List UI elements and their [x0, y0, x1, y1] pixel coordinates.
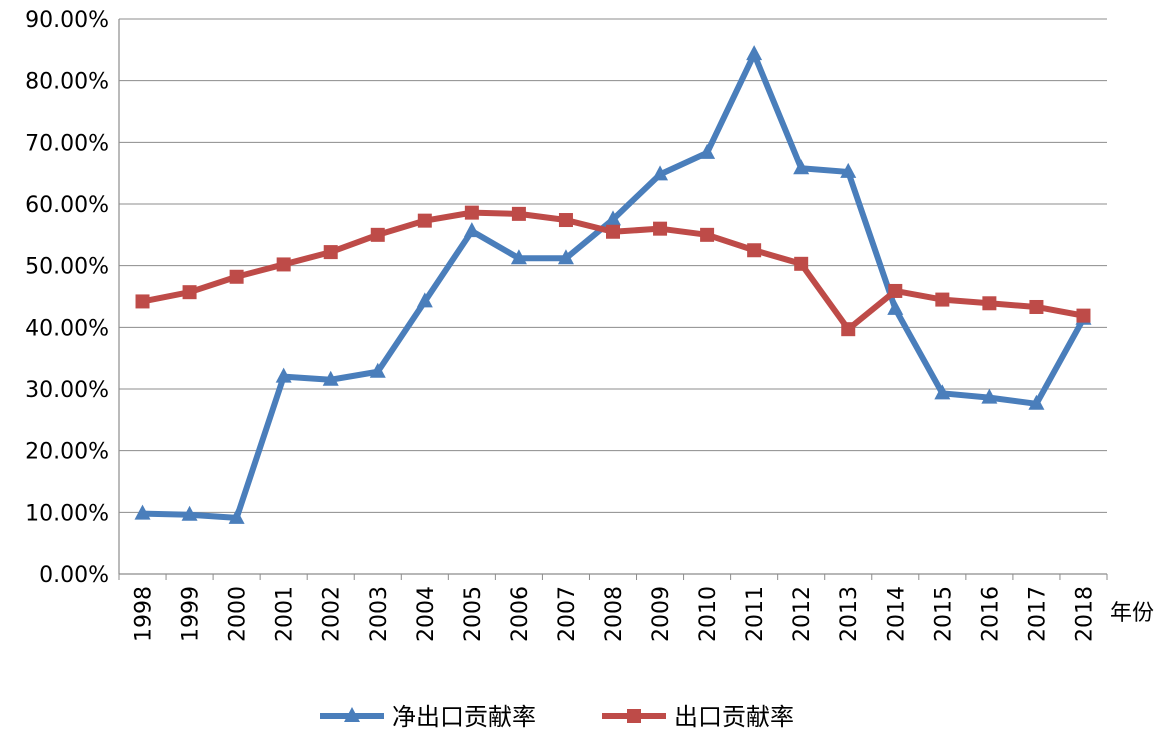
x-tick-label: 2002 [320, 586, 345, 642]
data-point [275, 367, 292, 383]
data-point [935, 292, 950, 307]
data-point [888, 283, 903, 298]
data-point [1076, 308, 1091, 323]
legend-label: 净出口贡献率 [392, 703, 536, 731]
x-tick-label: 1998 [132, 586, 157, 642]
axes [118, 19, 1108, 580]
y-tick-label: 60.00% [25, 193, 109, 218]
series-1 [135, 205, 1091, 337]
data-point [794, 256, 809, 271]
data-point [605, 210, 621, 226]
y-tick-label: 30.00% [25, 378, 109, 403]
data-point [135, 294, 150, 309]
data-point [606, 224, 620, 239]
y-tick-label: 10.00% [25, 501, 109, 526]
x-axis-ticks: 1998 1999 2000 2001 2002 2003 2004 2005 2006 2007… [132, 586, 1098, 642]
data-point [746, 45, 763, 61]
y-axis-ticks: 0.00% 10.00% 20.00% 30.00% 40.00% 50.00% 60.00… [25, 8, 109, 588]
x-axis-unit-label: 年份 [1110, 601, 1154, 626]
x-tick-label: 2003 [367, 586, 392, 642]
data-point [228, 508, 245, 524]
data-point [323, 245, 338, 260]
data-point [887, 299, 904, 315]
legend: 净出口贡献率 出口贡献率 [320, 703, 794, 731]
x-tick-label: 2013 [837, 586, 862, 642]
data-point [369, 362, 386, 378]
x-tick-label: 2001 [273, 586, 298, 642]
data-point [464, 205, 479, 220]
data-point [700, 227, 715, 242]
data-point [982, 296, 997, 311]
x-tick-label: 2000 [226, 586, 251, 642]
data-point [322, 370, 339, 386]
x-tick-label: 2007 [555, 586, 580, 642]
x-tick-label: 2014 [884, 586, 909, 642]
data-point [1029, 299, 1044, 314]
x-tick-label: 2012 [790, 586, 815, 642]
data-point [416, 292, 433, 308]
y-tick-label: 90.00% [25, 8, 109, 33]
x-tick-label: 2006 [508, 586, 533, 642]
data-point [557, 249, 574, 265]
legend-label: 出口贡献率 [674, 703, 794, 731]
data-point [793, 159, 810, 175]
data-point [934, 384, 951, 400]
x-tick-label: 2016 [978, 586, 1003, 642]
data-point [463, 222, 480, 238]
data-point [276, 257, 291, 272]
legend-swatch-marker [344, 707, 360, 722]
data-point [653, 221, 668, 236]
y-tick-label: 50.00% [25, 255, 109, 280]
data-point [652, 165, 669, 181]
x-tick-label: 2017 [1025, 586, 1050, 642]
legend-item: 净出口贡献率 [320, 703, 536, 731]
series-0 [134, 45, 1092, 524]
data-point [840, 162, 857, 178]
legend-item: 出口贡献率 [602, 703, 794, 731]
y-tick-label: 80.00% [25, 70, 109, 95]
data-point [134, 504, 151, 520]
data-point [699, 143, 716, 159]
data-point [511, 206, 526, 221]
data-point [417, 213, 432, 228]
x-tick-label: 2004 [414, 586, 439, 642]
data-point [747, 243, 762, 258]
x-tick-label: 1999 [179, 586, 204, 642]
series-layer [134, 45, 1092, 524]
x-tick-label: 2010 [696, 586, 721, 642]
y-tick-label: 20.00% [25, 440, 109, 465]
data-point [181, 505, 198, 521]
x-tick-label: 2011 [743, 586, 768, 642]
y-tick-label: 70.00% [25, 131, 109, 156]
series-line [139, 51, 1087, 521]
x-tick-label: 2008 [602, 586, 627, 642]
data-point [229, 269, 244, 284]
data-point [558, 213, 573, 228]
data-point [981, 388, 998, 404]
data-point [370, 227, 385, 242]
data-point [1028, 394, 1045, 410]
y-tick-label: 40.00% [25, 316, 109, 341]
x-tick-label: 2015 [931, 586, 956, 642]
legend-swatch-marker [627, 709, 641, 723]
data-point [182, 285, 197, 300]
x-tick-label: 2018 [1072, 586, 1097, 642]
x-tick-label: 2005 [461, 586, 486, 642]
y-tick-label: 0.00% [39, 563, 109, 588]
data-point [510, 249, 527, 265]
x-tick-label: 2009 [649, 586, 674, 642]
data-point [841, 322, 856, 337]
